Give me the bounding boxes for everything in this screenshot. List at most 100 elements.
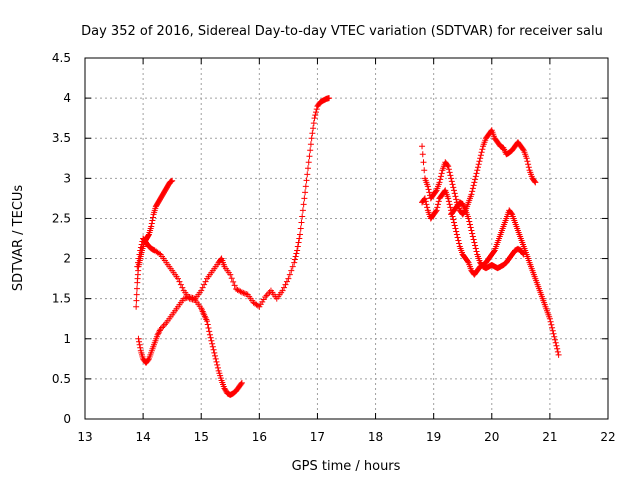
series-track-b <box>134 235 245 398</box>
data-point <box>434 204 441 211</box>
data-point <box>452 193 459 200</box>
data-point <box>453 196 460 203</box>
data-point <box>299 213 306 220</box>
data-point <box>554 345 561 352</box>
data-point <box>208 337 215 344</box>
data-point <box>238 380 245 387</box>
data-point <box>199 284 206 291</box>
data-point <box>520 146 527 153</box>
data-point <box>133 291 140 298</box>
y-tick-label: 3 <box>63 171 71 185</box>
chart-title: Day 352 of 2016, Sidereal Day-to-day VTE… <box>81 24 603 39</box>
data-point <box>155 330 162 337</box>
data-point <box>468 191 475 198</box>
data-point <box>451 222 458 229</box>
data-point <box>205 324 212 331</box>
data-point <box>552 339 559 346</box>
data-point <box>420 159 427 166</box>
data-point <box>469 185 476 192</box>
y-tick-label: 4.5 <box>52 51 71 65</box>
data-point <box>145 356 152 363</box>
data-point <box>554 348 561 355</box>
data-point <box>136 338 143 345</box>
data-point <box>438 170 445 177</box>
y-tick-labels: 0 0.5 1 1.5 2 2.5 3 3.5 4 4.5 <box>52 51 71 426</box>
x-tick-label: 17 <box>310 430 325 444</box>
data-point <box>477 152 484 159</box>
data-point <box>307 147 314 154</box>
data-point <box>213 358 220 365</box>
data-point <box>137 247 144 254</box>
data-point <box>133 303 140 310</box>
data-point <box>447 204 454 211</box>
data-point <box>302 189 309 196</box>
data-point <box>453 231 460 238</box>
data-point <box>302 183 309 190</box>
data-point <box>453 228 460 235</box>
data-point <box>312 112 319 119</box>
data-point <box>179 284 186 291</box>
data-point <box>135 335 142 342</box>
data-point <box>237 288 244 295</box>
data-point <box>455 237 462 244</box>
data-point <box>243 291 250 298</box>
grid-lines <box>85 58 608 419</box>
data-point <box>445 195 452 202</box>
data-point <box>307 141 314 148</box>
data-point <box>238 379 245 386</box>
x-axis-title: GPS time / hours <box>292 459 401 474</box>
data-point <box>451 187 458 194</box>
data-point <box>254 302 261 309</box>
data-point <box>231 282 238 289</box>
data-point <box>470 236 477 243</box>
x-tick-label: 21 <box>542 430 557 444</box>
data-point <box>432 188 439 195</box>
data-point <box>238 289 245 296</box>
data-point <box>283 278 290 285</box>
data-point <box>230 278 237 285</box>
data-point <box>217 256 224 263</box>
data-point <box>447 172 454 179</box>
data-point <box>299 207 306 214</box>
data-point <box>555 351 562 358</box>
data-point <box>473 248 480 255</box>
data-point <box>437 173 444 180</box>
data-point <box>472 176 479 183</box>
data-point <box>476 158 483 165</box>
data-point <box>300 201 307 208</box>
data-point <box>306 153 313 160</box>
data-point <box>206 331 213 338</box>
data-point <box>133 297 140 304</box>
data-point <box>466 218 473 225</box>
data-point <box>520 250 527 257</box>
data-point <box>201 281 208 288</box>
data-point <box>137 244 144 251</box>
data-point <box>465 215 472 222</box>
data-point <box>470 182 477 189</box>
data-point <box>477 155 484 162</box>
data-point <box>422 198 429 205</box>
data-point <box>445 198 452 205</box>
data-point <box>209 340 216 347</box>
data-point <box>524 158 531 165</box>
data-point <box>432 208 439 215</box>
data-point <box>549 324 556 331</box>
data-point <box>435 198 442 205</box>
data-point <box>472 173 479 180</box>
data-point <box>456 240 463 247</box>
data-point <box>134 263 141 270</box>
data-point <box>548 321 555 328</box>
data-point <box>148 223 155 230</box>
data-point <box>204 321 211 328</box>
data-point <box>156 328 163 335</box>
data-point <box>445 166 452 173</box>
data-point <box>227 271 234 278</box>
data-point <box>305 159 312 166</box>
data-point <box>472 245 479 252</box>
data-point <box>214 364 221 371</box>
data-point <box>212 355 219 362</box>
data-point <box>551 336 558 343</box>
data-point <box>209 343 216 350</box>
y-tick-label: 1.5 <box>52 292 71 306</box>
